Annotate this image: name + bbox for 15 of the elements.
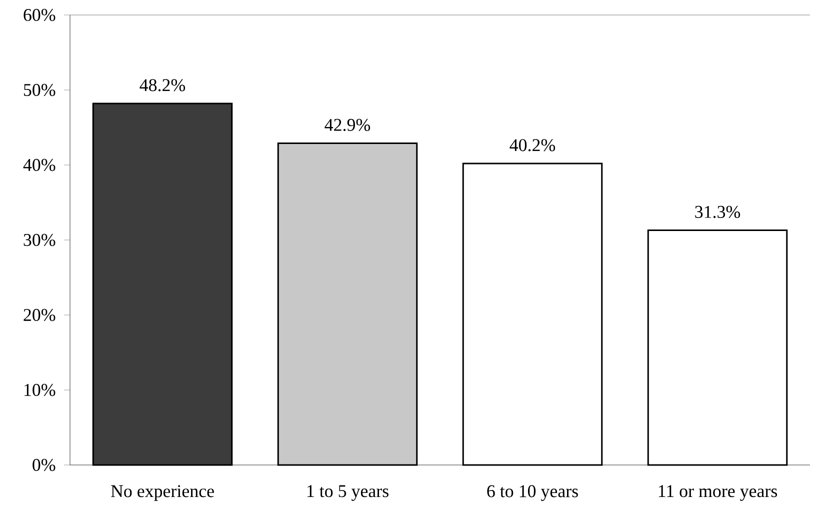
y-tick-label: 40% <box>23 158 56 172</box>
y-tick-label: 50% <box>24 84 56 96</box>
data-label: 42.9% <box>324 118 370 132</box>
y-tick-label: 20% <box>24 308 56 322</box>
y-tick-label: 60% <box>24 8 56 22</box>
x-tick-label: 6 to 10 years <box>487 485 578 501</box>
x-tick-label: No experience <box>111 485 214 501</box>
y-tick-label: 0% <box>32 458 56 472</box>
data-label: 40.2% <box>510 139 556 152</box>
x-tick-label: 11 or more years <box>658 485 778 501</box>
data-label: 31.3% <box>695 206 740 218</box>
data-label: 48.2% <box>140 79 186 92</box>
x-tick-label: 1 to 5 years <box>308 485 388 501</box>
y-tick-label: 10% <box>24 384 56 396</box>
y-tick-label: 30% <box>24 234 56 246</box>
